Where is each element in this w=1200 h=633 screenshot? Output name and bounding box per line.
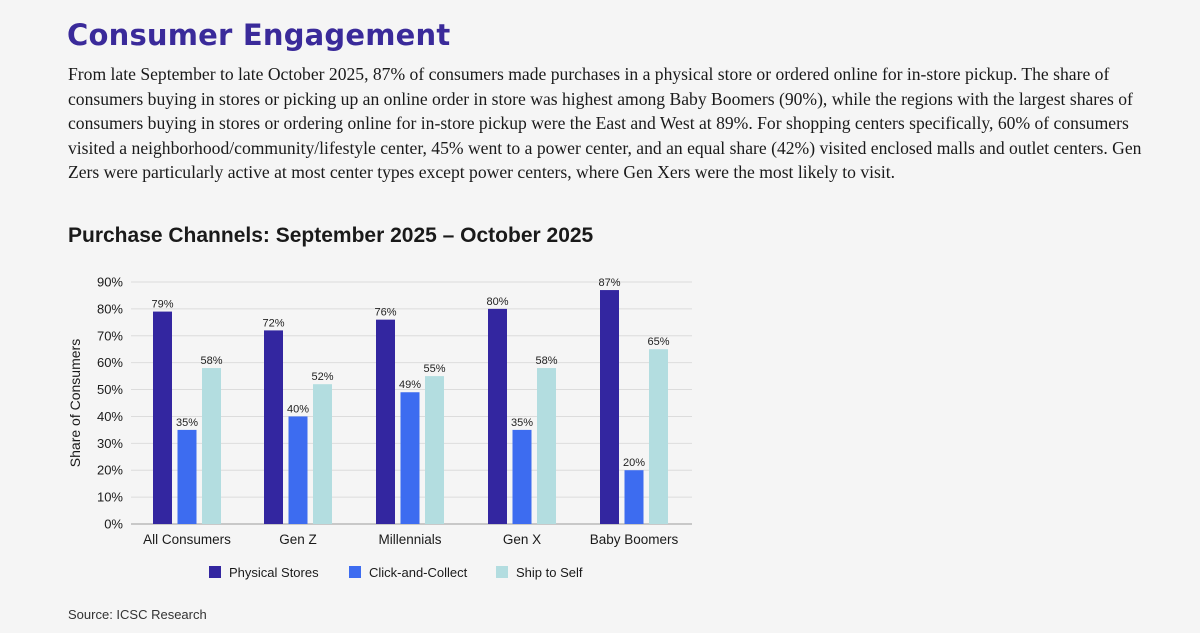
data-label: 52% (311, 371, 333, 383)
y-tick-label: 10% (97, 490, 123, 505)
y-tick-label: 60% (97, 355, 123, 370)
chart-title: Purchase Channels: September 2025 – Octo… (68, 224, 594, 247)
y-tick-label: 40% (97, 409, 123, 424)
data-label: 55% (423, 363, 445, 375)
data-label: 65% (647, 336, 669, 348)
legend-swatch (349, 566, 361, 578)
bar (537, 368, 556, 524)
bar (624, 470, 644, 524)
data-label: 79% (151, 299, 173, 311)
y-tick-label: 20% (97, 463, 123, 478)
bar (153, 311, 172, 524)
source-note: Source: ICSC Research (68, 607, 207, 622)
x-tick-label: Millennials (378, 532, 441, 547)
bar-chart: 0% 10% 20% 30% 40% 50% 60% 70% 80% 90% Share of Co… (67, 275, 692, 580)
bar (264, 330, 283, 524)
x-tick-label: All Consumers (143, 532, 231, 547)
summary-paragraph: From late September to late October 2025… (68, 64, 1142, 183)
legend-swatch (209, 566, 221, 578)
bar (600, 290, 619, 524)
y-tick-label: 30% (97, 436, 123, 451)
data-label: 72% (262, 317, 284, 329)
bar (488, 308, 507, 524)
y-tick-label: 80% (97, 301, 123, 316)
data-label: 58% (535, 355, 557, 367)
data-label: 35% (511, 417, 533, 429)
x-tick-label: Gen X (503, 532, 541, 547)
y-tick-label: 90% (97, 275, 123, 290)
bar (376, 319, 395, 524)
bar (649, 349, 668, 524)
bar (425, 376, 444, 524)
bar (400, 392, 420, 524)
data-label: 58% (200, 355, 222, 367)
data-label: 35% (176, 417, 198, 429)
legend-label: Click-and-Collect (369, 565, 468, 580)
bar (313, 384, 332, 524)
y-tick-label: 0% (104, 517, 123, 532)
page-title: Consumer Engagement (67, 18, 451, 52)
y-tick-label: 70% (97, 328, 123, 343)
data-label: 87% (598, 277, 620, 289)
data-label: 76% (374, 307, 396, 319)
x-tick-label: Gen Z (279, 532, 317, 547)
data-label: 49% (399, 379, 421, 391)
bar (512, 429, 532, 524)
x-tick-label: Baby Boomers (590, 532, 679, 547)
bar (202, 368, 221, 524)
data-label: 20% (623, 457, 645, 469)
legend-label: Physical Stores (229, 565, 319, 580)
y-tick-label: 50% (97, 382, 123, 397)
legend-swatch (496, 566, 508, 578)
bar (288, 416, 308, 524)
legend-label: Ship to Self (516, 565, 583, 580)
bar (177, 429, 197, 524)
data-label: 40% (287, 403, 309, 415)
y-axis-title: Share of Consumers (67, 339, 83, 467)
data-label: 80% (486, 296, 508, 308)
